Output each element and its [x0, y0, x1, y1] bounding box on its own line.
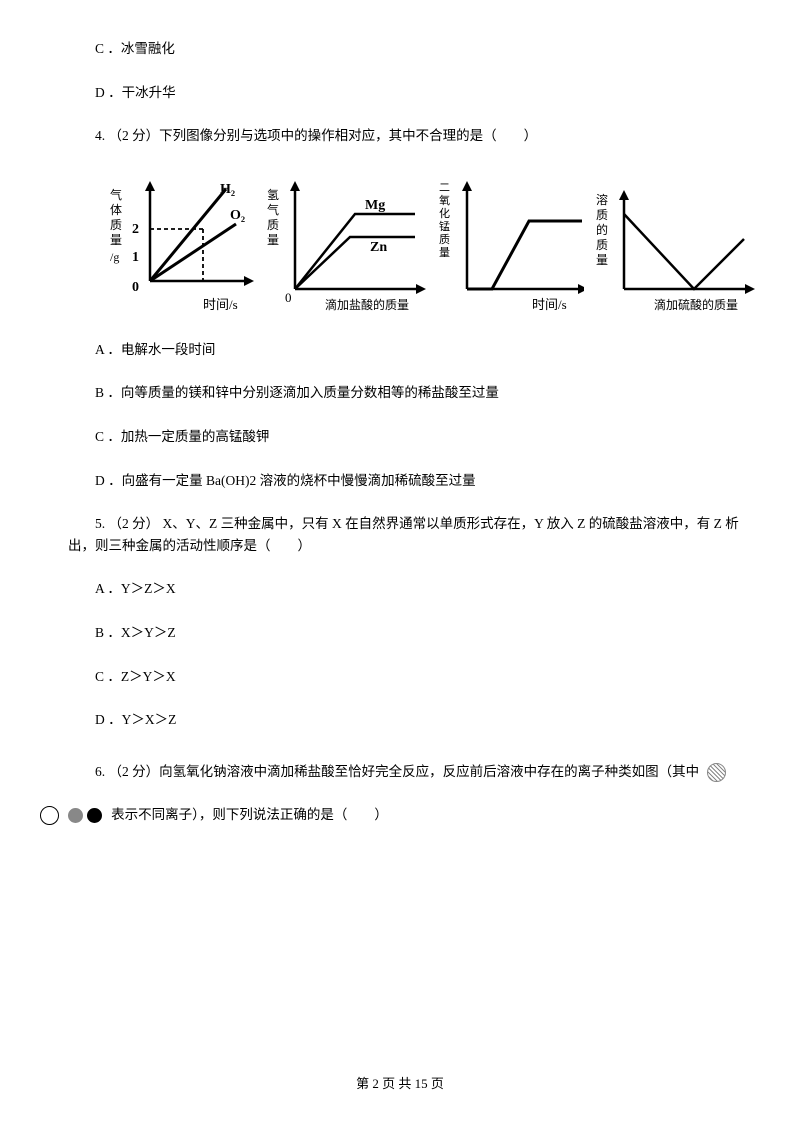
q4-stem: 4. （2 分）下列图像分别与选项中的操作相对应，其中不合理的是（ ）: [68, 125, 755, 147]
chart-baoh2: 溶质 的质 量 滴加硫酸的质量: [594, 184, 755, 319]
q6-stem: 6. （2 分）向氢氧化钠溶液中滴加稀盐酸至恰好完全反应，反应前后溶液中存在的离…: [68, 761, 755, 826]
svg-text:O₂: O₂: [230, 208, 245, 223]
q4-option-d: D ．向盛有一定量 Ba(OH)2 溶液的烧杯中慢慢滴加稀硫酸至过量: [68, 470, 755, 492]
svg-text:体: 体: [110, 203, 122, 217]
svg-text:滴加盐酸的质量: 滴加盐酸的质量: [325, 297, 409, 312]
svg-text:0: 0: [285, 290, 292, 305]
svg-text:量: 量: [439, 246, 450, 259]
svg-text:H₂: H₂: [220, 182, 235, 197]
ion-open-icon: [40, 806, 59, 825]
ion-black-icon: [87, 808, 102, 823]
svg-text:二: 二: [439, 182, 450, 194]
svg-text:时间/s: 时间/s: [532, 297, 567, 312]
svg-text:Mg: Mg: [365, 198, 385, 213]
chart-mg-zn: 氢气 质量 0 Mg Zn 滴加盐酸的质量: [265, 169, 426, 319]
svg-text:质: 质: [439, 233, 450, 246]
q5-option-b: B ．X＞Y＞Z: [68, 622, 755, 644]
svg-text:1: 1: [132, 250, 139, 265]
option-d: D ．干冰升华: [68, 82, 755, 104]
chart-kmno4: 二氧 化锰 质量 时间/s: [437, 169, 584, 319]
svg-text:/g: /g: [110, 250, 119, 264]
option-c: C ．冰雪融化: [68, 38, 755, 60]
svg-text:0: 0: [132, 280, 139, 295]
svg-text:量: 量: [110, 233, 122, 247]
svg-text:质: 质: [110, 218, 122, 232]
q6-stem-text1: 6. （2 分）向氢氧化钠溶液中滴加稀盐酸至恰好完全反应，反应前后溶液中存在的离…: [68, 761, 699, 783]
svg-text:Zn: Zn: [370, 240, 387, 255]
svg-text:气: 气: [110, 187, 122, 202]
svg-text:2: 2: [132, 222, 139, 237]
q5-option-a: A ．Y＞Z＞X: [68, 578, 755, 600]
svg-text:气: 气: [267, 202, 279, 217]
svg-text:化: 化: [439, 206, 450, 220]
page-footer: 第 2 页 共 15 页: [0, 1073, 800, 1092]
svg-text:质: 质: [596, 208, 608, 222]
q6-stem-text2: 表示不同离子），则下列说法正确的是（ ）: [111, 807, 388, 822]
q5-option-d: D ．Y＞X＞Z: [68, 709, 755, 731]
svg-text:氢: 氢: [267, 187, 279, 202]
svg-text:氧: 氧: [439, 193, 450, 207]
q4-option-a: A ．电解水一段时间: [68, 339, 755, 361]
svg-text:锰: 锰: [439, 219, 450, 233]
ion-gray-icon: [68, 808, 83, 823]
chart-electrolysis: 气体 质量 /g 2 1 0 H₂ O₂ 时间/s: [108, 169, 255, 319]
charts-row: 气体 质量 /g 2 1 0 H₂ O₂ 时间/s 氢气 质量: [108, 169, 755, 319]
svg-text:时间/s: 时间/s: [203, 297, 238, 312]
svg-text:的: 的: [596, 222, 608, 237]
svg-text:量: 量: [267, 233, 279, 247]
ion-hatch-icon: [707, 763, 726, 782]
svg-text:溶: 溶: [596, 192, 608, 207]
q4-option-c: C ．加热一定质量的高锰酸钾: [68, 426, 755, 448]
svg-text:质: 质: [596, 238, 608, 252]
q5-stem: 5. （2 分） X、Y、Z 三种金属中，只有 X 在自然界通常以单质形式存在，…: [68, 513, 755, 556]
svg-text:量: 量: [596, 253, 608, 267]
svg-text:质: 质: [267, 218, 279, 232]
q5-option-c: C ．Z＞Y＞X: [68, 666, 755, 688]
svg-text:滴加硫酸的质量: 滴加硫酸的质量: [654, 297, 738, 312]
q4-option-b: B ．向等质量的镁和锌中分别逐滴加入质量分数相等的稀盐酸至过量: [68, 382, 755, 404]
